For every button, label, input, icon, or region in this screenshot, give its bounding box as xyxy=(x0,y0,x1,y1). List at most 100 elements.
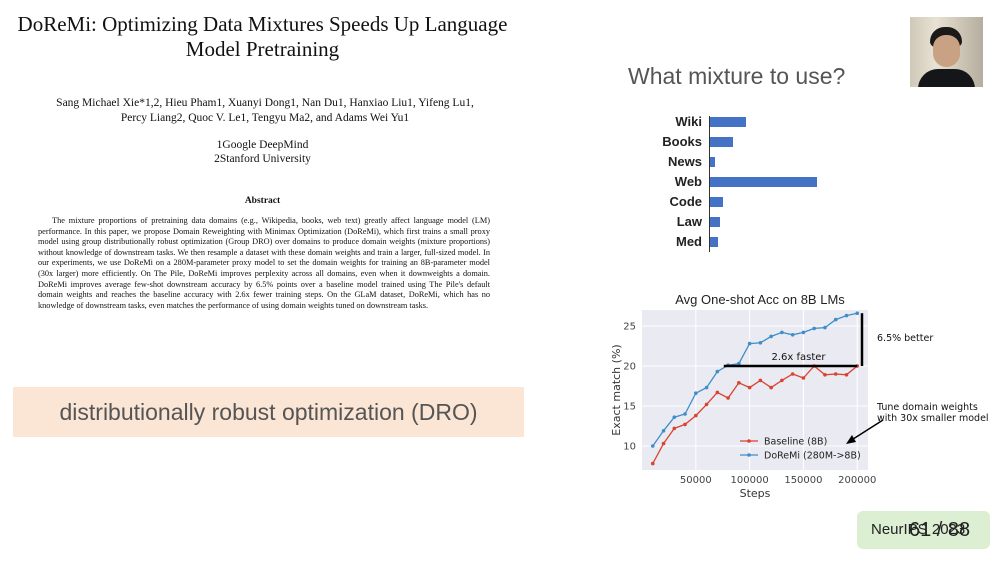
line-chart: 10 15 20 25 50000 100000 150000 200000 Steps Exac… xyxy=(610,310,884,500)
slide-question: What mixture to use? xyxy=(628,63,846,89)
mixture-row-med: Med xyxy=(660,232,780,252)
x-axis-label: Steps xyxy=(740,487,771,500)
mixture-row-law: Law xyxy=(660,212,780,232)
presenter-face xyxy=(933,35,960,67)
data-point xyxy=(737,361,741,366)
mixture-axis xyxy=(709,116,710,252)
x-tick-label: 100000 xyxy=(731,475,769,486)
tune-arrow-head xyxy=(846,435,856,444)
presenter-webcam xyxy=(910,17,983,87)
data-point xyxy=(715,369,720,374)
faster-annotation: 2.6x faster xyxy=(771,352,826,363)
mixture-bar xyxy=(710,237,718,247)
legend-marker xyxy=(747,453,751,457)
presenter-shirt xyxy=(918,69,975,87)
mixture-bar xyxy=(710,197,723,207)
paper-authors: Sang Michael Xie*1,2, Hieu Pham1, Xuanyi… xyxy=(30,96,500,126)
data-point xyxy=(855,311,860,315)
legend-marker xyxy=(747,439,751,443)
y-tick-label: 10 xyxy=(623,442,636,453)
data-point xyxy=(790,333,795,337)
data-point xyxy=(844,313,849,318)
data-point xyxy=(650,461,655,466)
affiliation-2: 2Stanford University xyxy=(214,153,311,165)
data-point xyxy=(661,429,666,433)
mixture-bar-chart: Wiki Books News Web Code Law Med xyxy=(660,112,817,257)
data-point xyxy=(801,376,806,380)
authors-line-1: Sang Michael Xie*1,2, Hieu Pham1, Xuanyi… xyxy=(56,97,474,109)
data-point xyxy=(833,372,838,376)
data-point xyxy=(726,396,730,400)
better-annotation: 6.5% better xyxy=(877,333,934,344)
data-point xyxy=(812,326,816,331)
mixture-row-news: News xyxy=(660,152,780,172)
mixture-row-code: Code xyxy=(660,192,780,212)
abstract-text: The mixture proportions of pretraining d… xyxy=(38,216,490,310)
abstract-heading: Abstract xyxy=(244,196,281,206)
data-point xyxy=(694,391,698,395)
series-line-baseline xyxy=(652,365,858,464)
data-point xyxy=(672,426,677,431)
tune-arrow-line xyxy=(849,419,884,442)
data-point xyxy=(780,378,784,383)
mixture-label: Web xyxy=(674,174,702,189)
page-number: 61 / 88 xyxy=(909,519,971,541)
legend-label: DoReMi (280M->8B) xyxy=(764,451,861,462)
y-tick-label: 25 xyxy=(623,322,636,333)
x-tick-label: 200000 xyxy=(838,475,876,486)
affiliation-1: 1Google DeepMind xyxy=(216,139,309,151)
y-tick-label: 20 xyxy=(623,362,636,373)
mixture-row-books: Books xyxy=(660,132,780,152)
data-point xyxy=(683,412,687,416)
dro-banner-text: distributionally robust optimization (DR… xyxy=(59,399,478,425)
data-point xyxy=(769,385,773,390)
paper-screenshot: DoReMi: Optimizing Data Mixtures Speeds … xyxy=(0,0,545,355)
legend-label: Baseline (8B) xyxy=(764,437,827,448)
mixture-bar xyxy=(710,217,721,227)
data-point xyxy=(694,413,698,418)
mixture-label: Code xyxy=(669,194,703,209)
mixture-bar xyxy=(710,137,734,147)
y-axis-label: Exact match (%) xyxy=(610,344,623,435)
data-point xyxy=(780,330,784,335)
mixture-row-web: Web xyxy=(660,172,817,192)
data-point xyxy=(704,402,709,407)
dro-banner: distributionally robust optimization (DR… xyxy=(13,387,524,437)
data-point xyxy=(747,341,752,346)
mixture-label: Med xyxy=(676,234,702,249)
data-point xyxy=(833,317,838,322)
data-point xyxy=(769,334,773,339)
venue-badge: NeurIPS 2023 xyxy=(857,511,990,549)
data-point xyxy=(683,422,687,427)
data-point xyxy=(801,330,806,335)
data-point xyxy=(758,378,763,383)
data-point xyxy=(737,381,741,385)
data-point xyxy=(844,373,849,377)
data-point xyxy=(758,341,763,345)
paper-affiliations: 1Google DeepMind 2Stanford University xyxy=(0,138,525,166)
mixture-bar xyxy=(710,157,716,167)
data-point xyxy=(747,385,752,390)
x-tick-label: 150000 xyxy=(784,475,822,486)
tune-annotation-line-2: with 30x smaller model xyxy=(877,413,989,424)
data-point xyxy=(672,415,677,419)
data-point xyxy=(823,373,827,377)
line-chart-title: Avg One-shot Acc on 8B LMs xyxy=(675,292,845,307)
data-point xyxy=(650,444,655,448)
data-point xyxy=(823,325,827,330)
tune-annotation-line-1: Tune domain weights xyxy=(877,402,978,413)
data-point xyxy=(790,372,795,376)
mixture-row-wiki: Wiki xyxy=(660,112,780,132)
mixture-bar xyxy=(710,177,817,187)
data-point xyxy=(661,441,666,446)
data-point xyxy=(704,385,709,390)
plot-background xyxy=(642,310,868,470)
authors-line-2: Percy Liang2, Quoc V. Le1, Tengyu Ma2, a… xyxy=(120,112,410,124)
mixture-bar xyxy=(710,117,747,127)
data-point xyxy=(715,390,720,395)
paper-title: DoReMi: Optimizing Data Mixtures Speeds … xyxy=(17,12,508,61)
mixture-label: Books xyxy=(662,134,702,149)
mixture-label: News xyxy=(668,154,702,169)
y-tick-label: 15 xyxy=(623,402,636,413)
mixture-label: Wiki xyxy=(675,114,702,129)
